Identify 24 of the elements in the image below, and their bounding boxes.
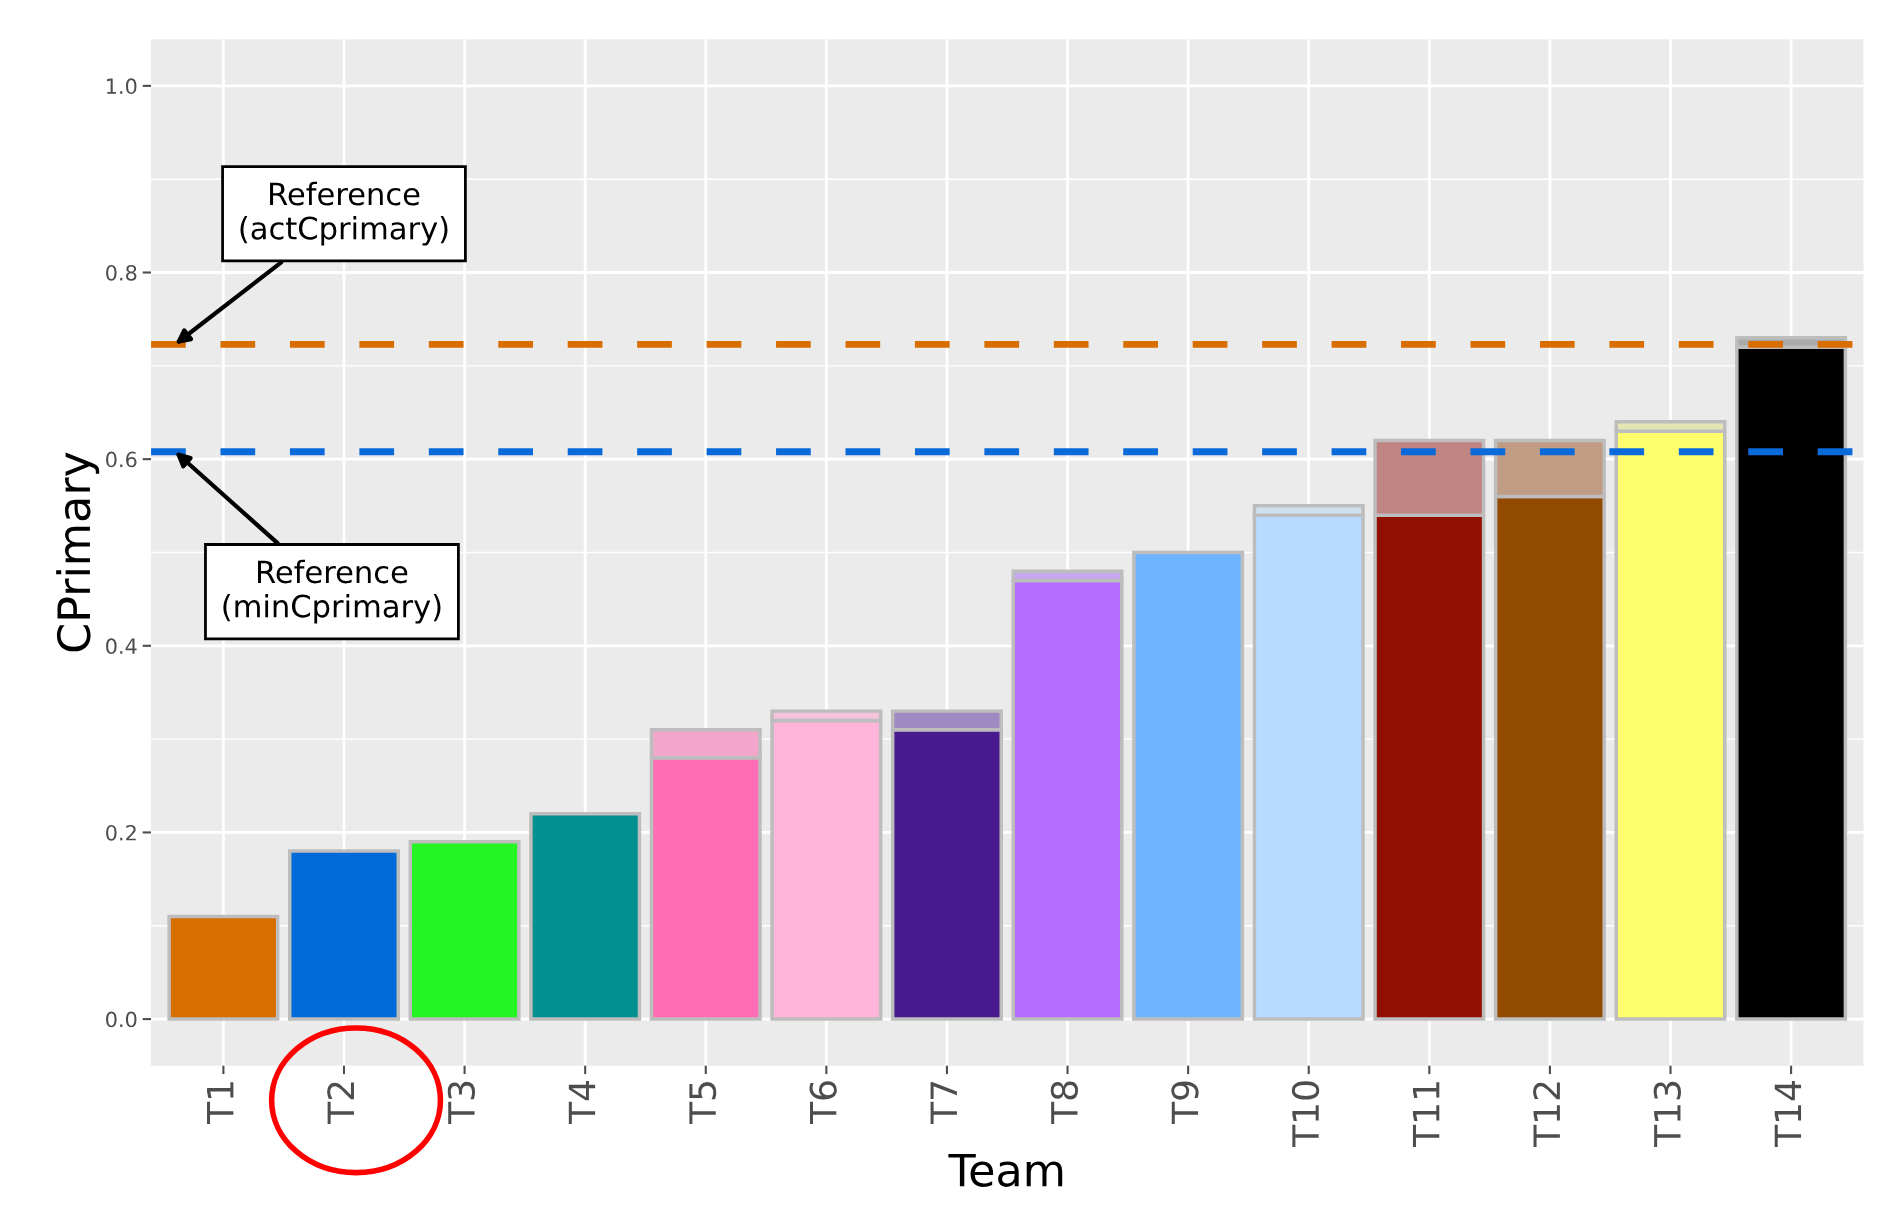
x-tick-label: T14 bbox=[1774, 1080, 1802, 1148]
x-tick-label: T11 bbox=[1412, 1082, 1440, 1148]
x-tick-label: T4 bbox=[568, 1080, 596, 1125]
y-tick-label: 0.6 bbox=[106, 451, 137, 468]
x-tick-label: T2 bbox=[327, 1082, 354, 1125]
ref-line-label: Reference (minCprimary) bbox=[223, 559, 441, 624]
y-tick-label: 0.8 bbox=[106, 264, 137, 281]
x-tick-label: T5 bbox=[689, 1082, 717, 1125]
x-tick-label: T10 bbox=[1291, 1081, 1320, 1148]
x-tick-label: T12 bbox=[1533, 1082, 1560, 1148]
x-tick-label: T13 bbox=[1653, 1081, 1681, 1148]
y-tick-label: 0.2 bbox=[106, 824, 136, 841]
x-tick-label: T7 bbox=[930, 1082, 957, 1125]
x-tick-label: T9 bbox=[1171, 1081, 1199, 1125]
y-axis-title: CPrimary bbox=[56, 452, 100, 652]
x-tick-label: T8 bbox=[1050, 1081, 1079, 1125]
x-tick-label: T1 bbox=[207, 1082, 234, 1125]
x-tick-label: T3 bbox=[447, 1081, 476, 1125]
ref-line-label: Reference (actCprimary) bbox=[240, 181, 448, 246]
y-tick-label: 0.4 bbox=[106, 638, 137, 655]
y-tick-label: 1.0 bbox=[107, 78, 137, 95]
x-axis-title: Team bbox=[948, 1153, 1063, 1187]
x-tick-label: T6 bbox=[809, 1081, 837, 1125]
y-tick-label: 0.0 bbox=[106, 1011, 137, 1028]
